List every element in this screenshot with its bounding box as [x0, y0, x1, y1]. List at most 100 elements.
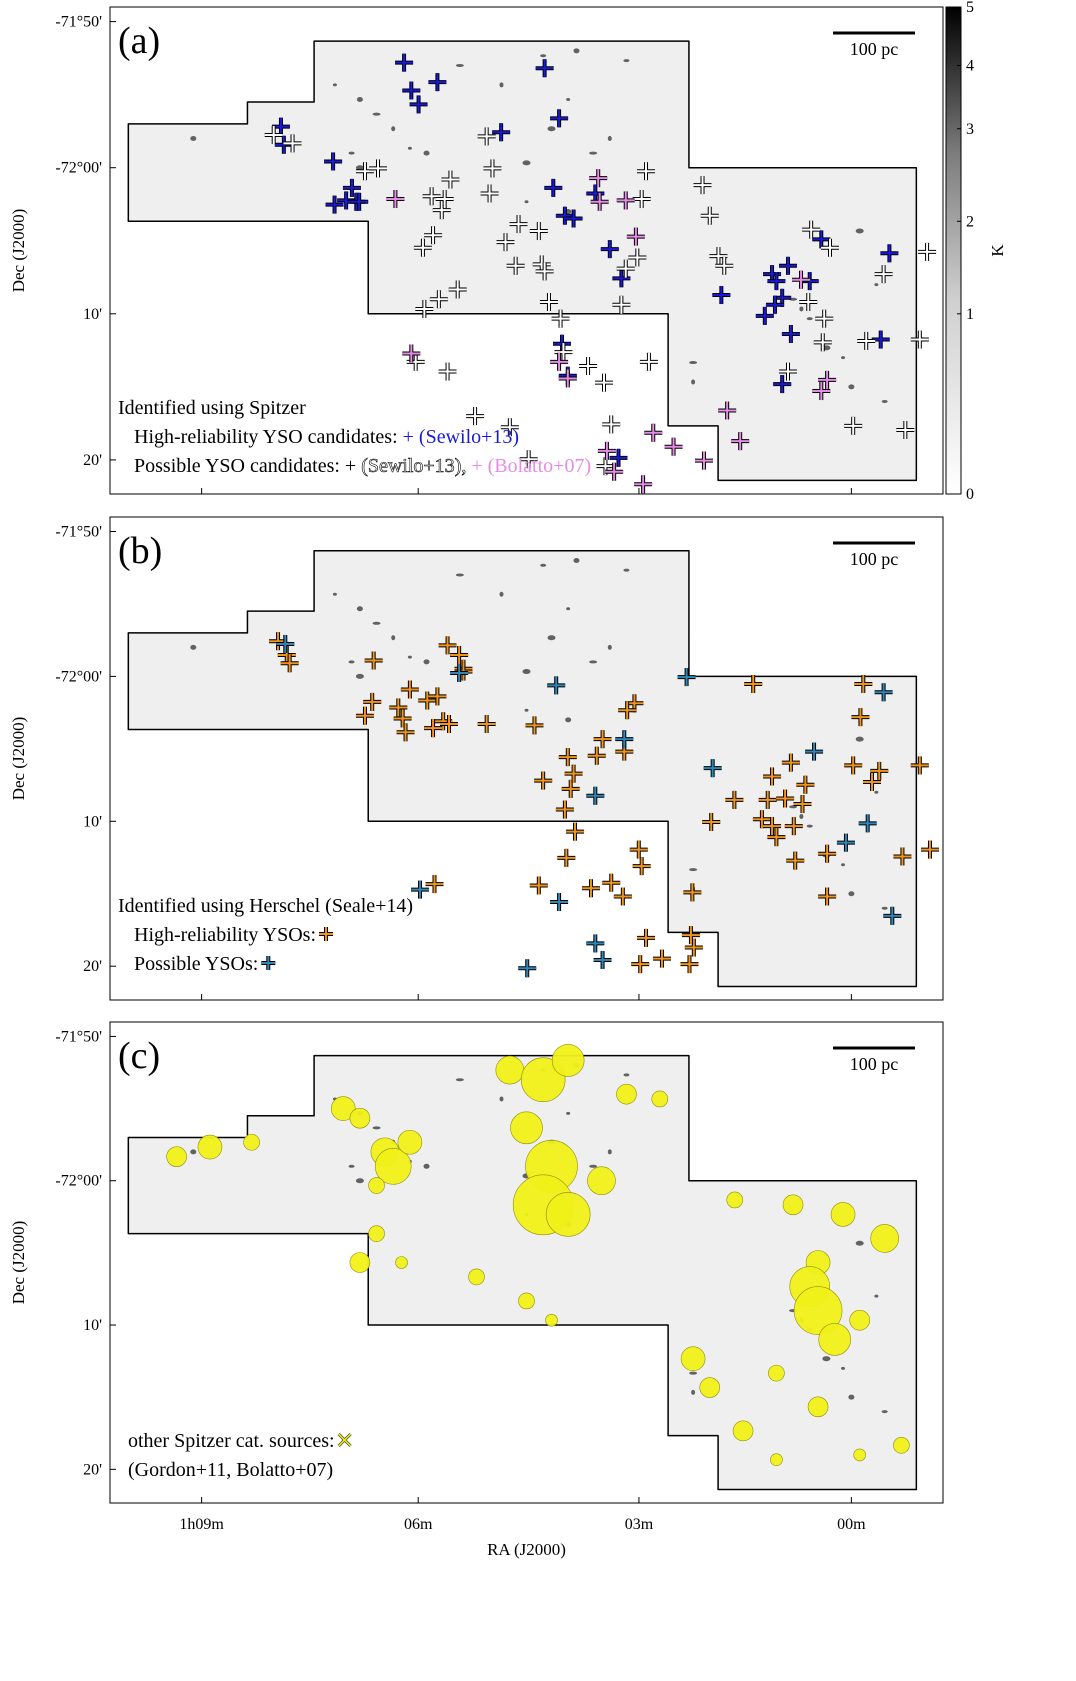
- dust-filament: [356, 97, 363, 103]
- dust-filament: [522, 669, 531, 675]
- survey-footprint: [127, 550, 918, 988]
- dust-filament: [881, 906, 888, 910]
- legend-line: (Gordon+11, Bolatto+07): [128, 1459, 333, 1481]
- dust-filament: [799, 306, 804, 312]
- colorbar-tick-label: 1: [966, 306, 974, 323]
- legend-line: High-reliability YSOs:: [134, 924, 316, 946]
- spitzer-source-clump: [699, 1377, 721, 1398]
- x-tick-label: 06m: [404, 1516, 433, 1533]
- y-tick-label: 10': [83, 306, 102, 323]
- dust-filament: [348, 151, 355, 155]
- spitzer-source-clump: [651, 1090, 669, 1108]
- spitzer-source-clump: [768, 1364, 785, 1382]
- colorbar-tick-label: 3: [966, 121, 974, 138]
- dust-filament: [874, 790, 879, 794]
- spitzer-source-clump: [551, 1044, 585, 1077]
- dust-filament: [540, 563, 547, 567]
- y-axis-label: Dec (J2000): [9, 209, 28, 293]
- dust-filament: [372, 621, 381, 625]
- survey-footprint: [127, 1054, 918, 1491]
- y-tick-label: 20': [83, 1461, 102, 1478]
- y-tick-label: 10': [83, 1317, 102, 1334]
- dust-filament: [789, 805, 798, 809]
- spitzer-source-clump: [197, 1134, 223, 1160]
- dust-filament: [855, 228, 864, 234]
- spitzer-source-clump: [853, 1448, 867, 1462]
- dust-filament: [623, 1073, 630, 1077]
- colorbar: 0 1 2 3 4 5 K: [945, 0, 1007, 503]
- legend-title: Identified using Herschel (Seale+14): [118, 895, 413, 917]
- dust-filament: [841, 863, 846, 867]
- colorbar-label: K: [988, 244, 1007, 257]
- spitzer-source-clump: [368, 1177, 385, 1194]
- dust-filament: [332, 83, 337, 87]
- spitzer-source-clump: [893, 1436, 910, 1454]
- panel-letter: (b): [118, 530, 162, 572]
- dust-filament: [355, 1178, 364, 1184]
- dust-filament: [881, 1410, 888, 1414]
- x-tick-label: 1h09m: [179, 1516, 224, 1533]
- spitzer-source-clump: [770, 1453, 783, 1467]
- spitzer-source-clump: [782, 1194, 804, 1216]
- dust-filament: [190, 644, 197, 650]
- dust-filament: [356, 606, 363, 612]
- x-tick-label: 03m: [625, 1516, 654, 1533]
- dust-filament: [855, 1240, 864, 1246]
- spitzer-source-clump: [395, 1256, 408, 1269]
- dust-filament: [573, 557, 580, 563]
- dust-filament: [565, 717, 572, 723]
- dust-filament: [566, 607, 571, 611]
- dust-filament: [689, 361, 698, 365]
- y-tick-label: -72°00': [55, 1173, 102, 1190]
- dust-filament: [607, 644, 612, 650]
- dust-filament: [522, 160, 531, 166]
- dust-filament: [806, 824, 813, 828]
- y-tick-label: 20': [83, 452, 102, 469]
- spitzer-source-clump: [397, 1129, 423, 1155]
- dust-filament: [822, 1356, 831, 1362]
- panel-letter: (a): [118, 20, 160, 62]
- panel-1: -71°50' -72°00' 10' 20' Dec (J2000) (b) 100 pc…: [9, 516, 944, 1001]
- dust-filament: [423, 659, 430, 665]
- colorbar-tick-label: 4: [966, 57, 974, 74]
- spitzer-source-clump: [870, 1224, 899, 1253]
- legend-title: Identified using Spitzer: [118, 397, 306, 419]
- dust-filament: [806, 317, 813, 321]
- dust-filament: [499, 82, 504, 88]
- dust-filament: [841, 356, 846, 360]
- scale-bar-label: 100 pc: [850, 549, 899, 569]
- spitzer-source-clump: [243, 1133, 260, 1151]
- dust-filament: [848, 1394, 855, 1400]
- spitzer-source-clump: [587, 1166, 616, 1196]
- spitzer-source-clump: [818, 1323, 852, 1356]
- survey-footprint: [127, 40, 918, 482]
- spitzer-source-clump: [166, 1146, 187, 1167]
- y-tick-label: -71°50': [55, 1028, 102, 1045]
- x-axis-label: RA (J2000): [487, 1540, 566, 1559]
- spitzer-source-clump: [495, 1055, 525, 1085]
- dust-filament: [841, 1366, 846, 1370]
- y-tick-label: -72°00': [55, 160, 102, 177]
- dust-filament: [874, 283, 879, 287]
- legend-line: Possible YSO candidates: + (Sewilo+13), …: [134, 455, 591, 477]
- y-tick-label: -72°00': [55, 668, 102, 685]
- y-axis-label: Dec (J2000): [9, 717, 28, 801]
- dust-filament: [623, 568, 630, 572]
- spitzer-source-clump: [510, 1111, 543, 1145]
- scale-bar-label: 100 pc: [850, 39, 899, 59]
- dust-filament: [499, 591, 504, 597]
- dust-filament: [589, 151, 598, 155]
- spitzer-source-clump: [349, 1107, 371, 1129]
- dust-filament: [799, 813, 804, 819]
- spitzer-source-clump: [330, 1096, 356, 1121]
- x-tick-label: 00m: [837, 1516, 866, 1533]
- dust-filament: [547, 635, 556, 641]
- dust-filament: [540, 54, 547, 58]
- dust-filament: [391, 635, 396, 641]
- dust-filament: [332, 592, 337, 596]
- legend-line: other Spitzer cat. sources:: [128, 1430, 335, 1452]
- spitzer-source-clump: [545, 1192, 591, 1237]
- dust-filament: [423, 1163, 430, 1169]
- dust-filament: [881, 399, 888, 403]
